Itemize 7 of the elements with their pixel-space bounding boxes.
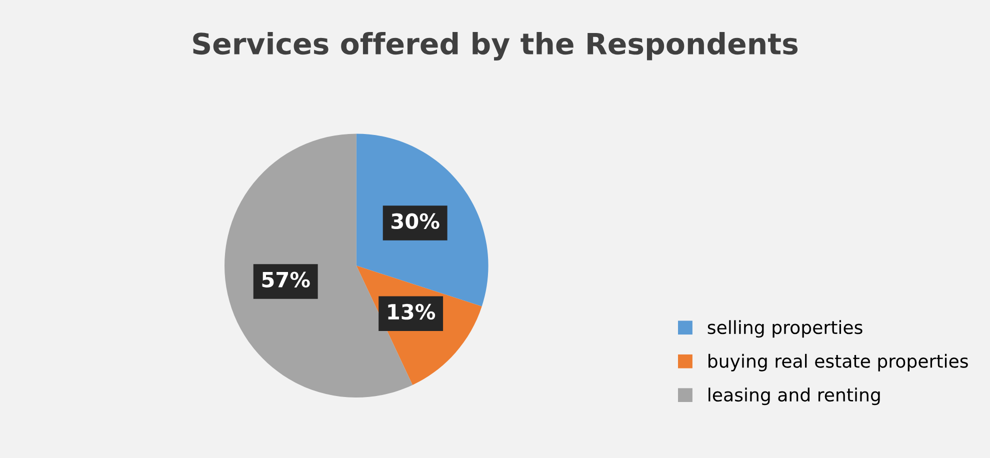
chart-title: Services offered by the Respondents bbox=[193, 32, 798, 61]
data-label: 30% bbox=[392, 213, 440, 230]
data-label: 57% bbox=[262, 272, 310, 288]
legend-label: buying real estate properties bbox=[708, 354, 968, 372]
data-label: 13% bbox=[388, 304, 436, 320]
legend-label: selling properties bbox=[708, 320, 862, 338]
legend-label: leasing and renting bbox=[708, 388, 880, 406]
